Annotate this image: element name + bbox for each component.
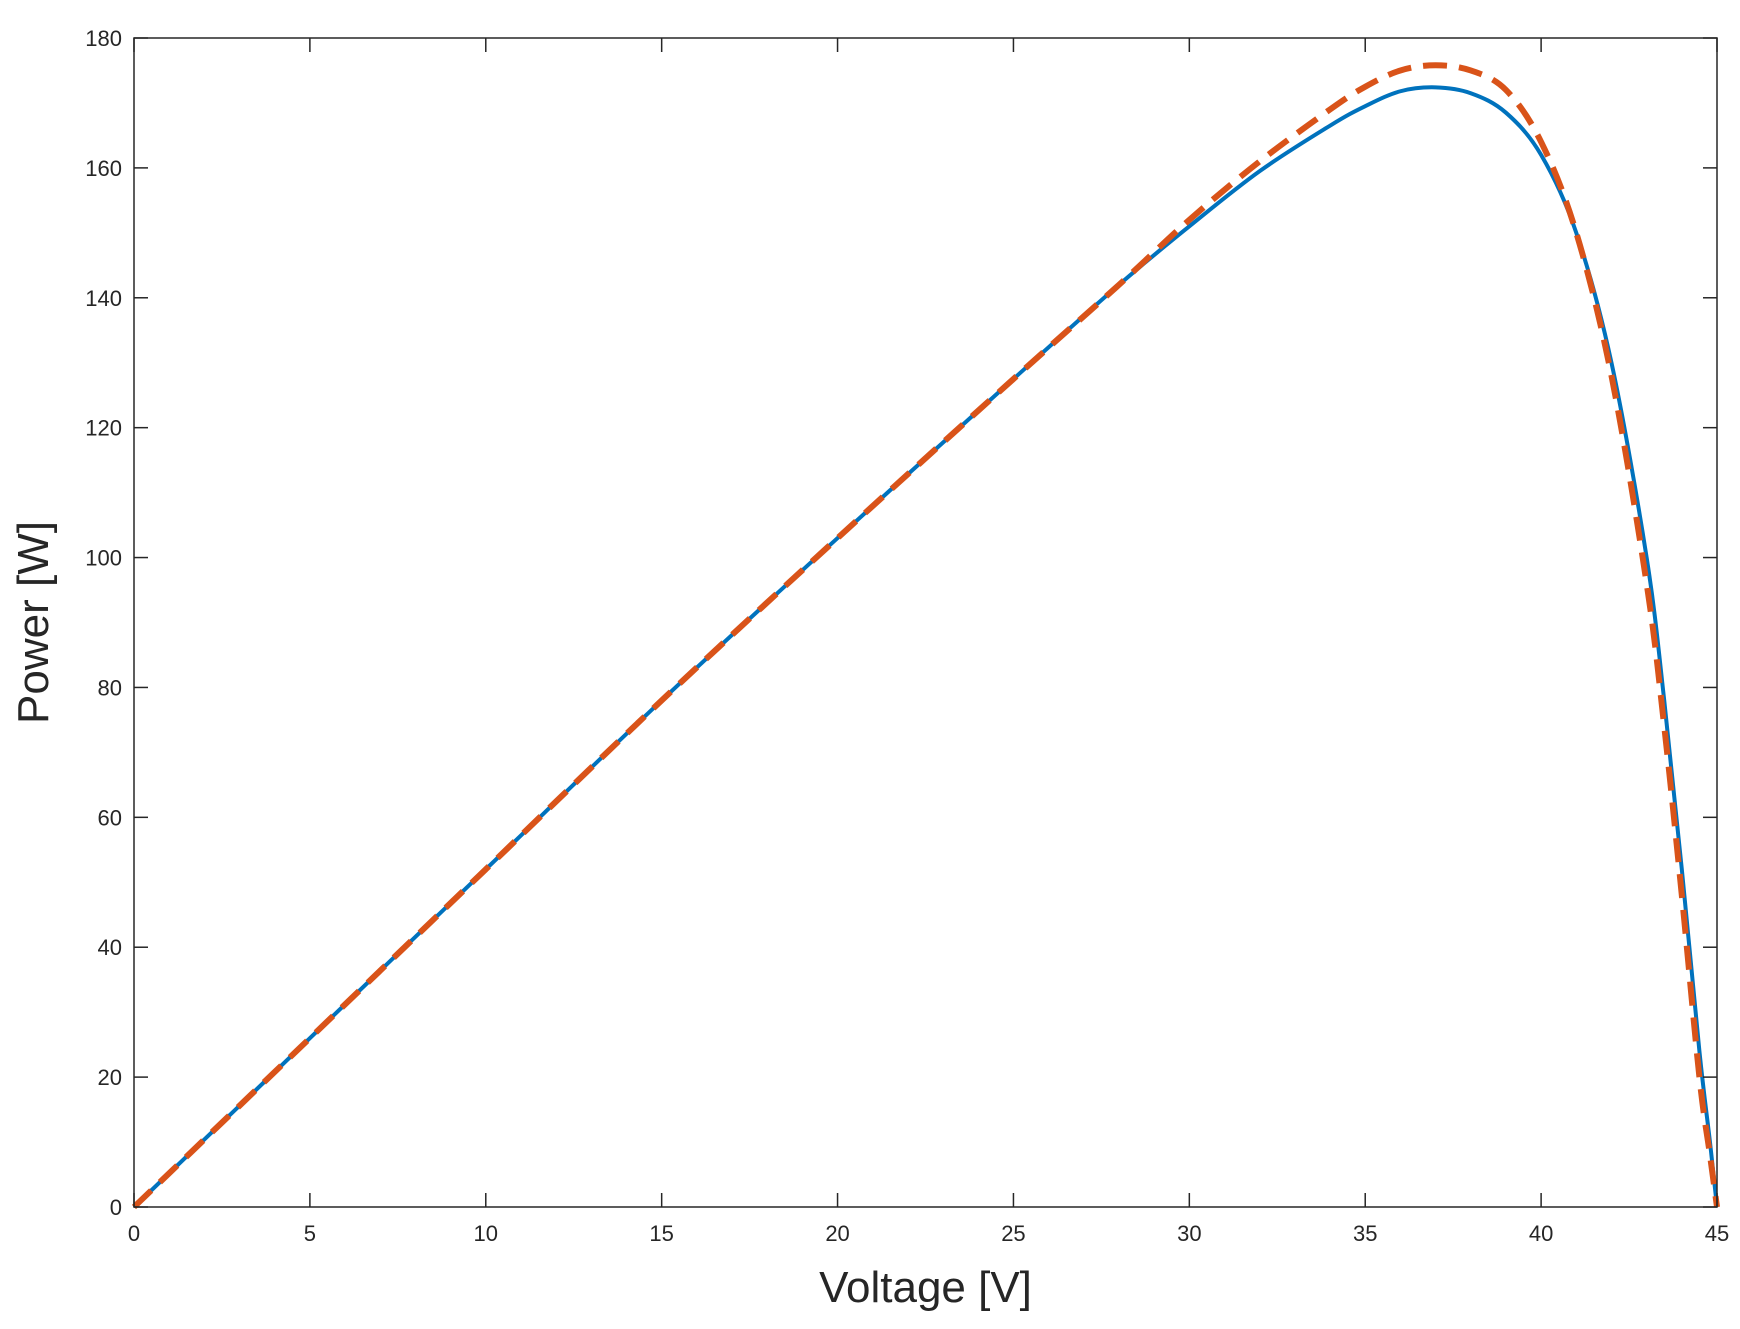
x-tick-label: 40 bbox=[1529, 1221, 1553, 1246]
y-tick-label: 40 bbox=[98, 935, 122, 960]
x-tick-label: 10 bbox=[474, 1221, 498, 1246]
ticks-layer: 0 5 10 15 20 25 30 35 40 45 0 20 40 60 80 100 120 140 160 1… bbox=[85, 26, 1729, 1246]
y-tick-label: 60 bbox=[98, 805, 122, 830]
x-tick-label: 45 bbox=[1705, 1221, 1729, 1246]
plot-area bbox=[134, 38, 1717, 1207]
x-tick-label: 25 bbox=[1001, 1221, 1025, 1246]
y-tick-label: 100 bbox=[85, 546, 122, 571]
x-tick-label: 20 bbox=[825, 1221, 849, 1246]
y-tick-label: 160 bbox=[85, 156, 122, 181]
y-tick-label: 180 bbox=[85, 26, 122, 51]
y-tick-label: 120 bbox=[85, 416, 122, 441]
y-tick-label: 140 bbox=[85, 286, 122, 311]
series-line-solid bbox=[132, 85, 1719, 1209]
x-axis-label: Voltage [V] bbox=[819, 1263, 1032, 1312]
y-axis-label: Power [W] bbox=[9, 521, 58, 724]
x-tick-label: 0 bbox=[128, 1221, 140, 1246]
y-tick-label: 80 bbox=[98, 675, 122, 700]
plot-frame bbox=[133, 37, 1718, 1208]
x-tick-label: 15 bbox=[649, 1221, 673, 1246]
series-layer bbox=[131, 62, 1720, 1210]
x-tick-label: 35 bbox=[1353, 1221, 1377, 1246]
x-tick-label: 5 bbox=[304, 1221, 316, 1246]
x-tick-label: 30 bbox=[1177, 1221, 1201, 1246]
y-tick-label: 0 bbox=[110, 1195, 122, 1220]
y-tick-label: 20 bbox=[98, 1065, 122, 1090]
